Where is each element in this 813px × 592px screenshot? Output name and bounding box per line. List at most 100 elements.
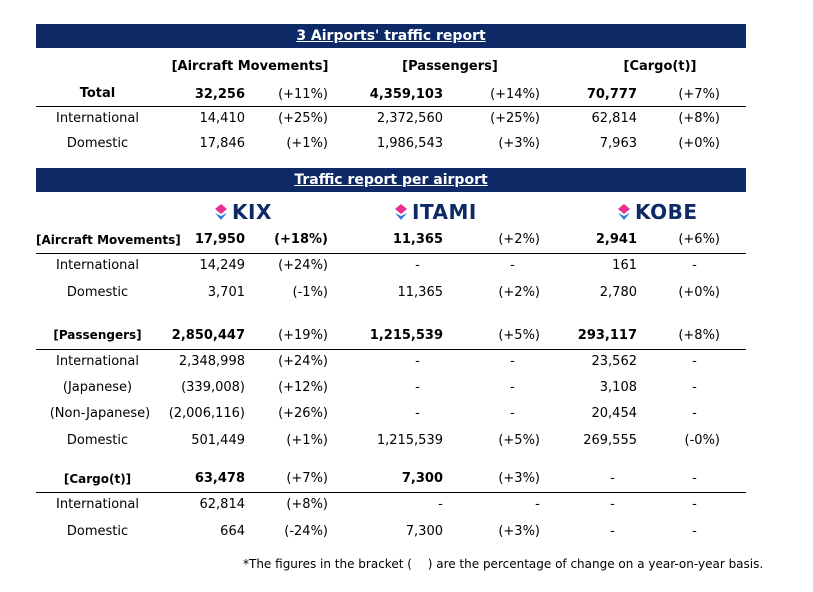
kix-value: 62,814 [199,497,246,512]
change: (+7%) [678,87,720,102]
value: 17,846 [199,136,246,151]
kobe-change: - [692,258,697,273]
kix-logo-icon [215,204,227,220]
kobe-change: (+6%) [678,232,720,247]
itami-change: (+3%) [498,524,540,539]
value: 14,410 [199,111,246,126]
kobe-change: - [692,380,697,395]
itami-change: - [535,497,540,512]
summary-section-header: 3 Airports' traffic report [36,24,746,48]
itami-value: 7,300 [401,471,443,486]
kobe-value: 269,555 [583,433,637,448]
kix-logo-text: KIX [232,200,272,224]
itami-value: 1,215,539 [376,433,443,448]
kobe-value: 161 [612,258,637,273]
kix-value: 664 [220,524,245,539]
kix-change: (+8%) [286,497,328,512]
change: (+8%) [678,111,720,126]
itami-change: - [510,380,515,395]
itami-logo-text: ITAMI [412,200,477,224]
kix-change: (-24%) [284,524,328,539]
itami-value: 11,365 [397,285,444,300]
itami-value: - [415,258,420,273]
kix-value: 63,478 [194,471,245,486]
change: (+25%) [490,111,540,126]
row-label: International [56,258,139,273]
airport-section-header: Traffic report per airport [36,168,746,192]
value: 62,814 [591,111,638,126]
kobe-value: - [610,524,615,539]
header-aircraft-movements: [Aircraft Movements] [171,59,329,74]
value: 1,986,543 [376,136,443,151]
itami-change: - [510,354,515,369]
kobe-value: 2,941 [595,232,637,247]
row-label: (Non-Japanese) [49,406,151,421]
kobe-value: - [610,471,615,486]
itami-logo-icon [395,204,407,220]
itami-value: - [415,406,420,421]
change: (+11%) [278,87,328,102]
itami-change: (+5%) [498,328,540,343]
row-label: International [56,497,139,512]
kix-logo: KIX [213,200,272,224]
row-label: Domestic [66,136,129,151]
change: (+25%) [278,111,328,126]
kobe-value: 293,117 [577,328,637,343]
kix-value: 17,950 [194,232,245,247]
divider [36,492,746,493]
kobe-change: - [692,471,697,486]
kix-change: (+12%) [278,380,328,395]
change: (+3%) [498,136,540,151]
itami-value: - [415,354,420,369]
kobe-change: - [692,497,697,512]
kobe-logo: KOBE [616,200,698,224]
divider [36,349,746,350]
summary-section-title: 3 Airports' traffic report [296,28,486,44]
kobe-change: - [692,406,697,421]
kobe-change: - [692,524,697,539]
itami-change: (+5%) [498,433,540,448]
row-label: Domestic [66,433,129,448]
row-label: International [56,111,139,126]
kobe-value: 2,780 [599,285,637,300]
row-label: Domestic [66,285,129,300]
value: 70,777 [586,87,637,102]
kix-change: (+7%) [286,471,328,486]
value: 32,256 [194,87,245,102]
kix-value: (339,008) [181,380,245,395]
change: (+0%) [678,136,720,151]
kix-value: (2,006,116) [168,406,245,421]
itami-change: (+3%) [498,471,540,486]
row-label: (Japanese) [62,380,133,395]
itami-change: (+2%) [498,232,540,247]
kobe-change: (+8%) [678,328,720,343]
change: (+14%) [490,87,540,102]
kobe-value: 23,562 [591,354,638,369]
itami-value: 11,365 [392,232,443,247]
itami-value: - [438,497,443,512]
kobe-change: - [692,354,697,369]
value: 4,359,103 [369,87,443,102]
value: 2,372,560 [376,111,443,126]
kobe-value: 20,454 [591,406,638,421]
value: 7,963 [599,136,637,151]
kix-value: 14,249 [199,258,246,273]
itami-change: - [510,258,515,273]
kobe-value: 3,108 [599,380,637,395]
row-label: Total [79,86,116,101]
itami-logo: ITAMI [393,200,477,224]
row-label: [Aircraft Movements] [36,233,181,247]
kix-value: 3,701 [207,285,245,300]
footnote: *The figures in the bracket ( ) are the … [243,557,764,571]
divider [36,106,746,107]
kobe-value: - [610,497,615,512]
airport-section-title: Traffic report per airport [294,172,488,188]
kobe-change: (+0%) [678,285,720,300]
itami-value: 7,300 [405,524,443,539]
header-passengers: [Passengers] [402,59,498,74]
header-cargo: [Cargo(t)] [623,59,697,74]
kix-change: (+24%) [278,258,328,273]
itami-change: - [510,406,515,421]
divider [36,253,746,254]
kobe-logo-icon [618,204,630,220]
